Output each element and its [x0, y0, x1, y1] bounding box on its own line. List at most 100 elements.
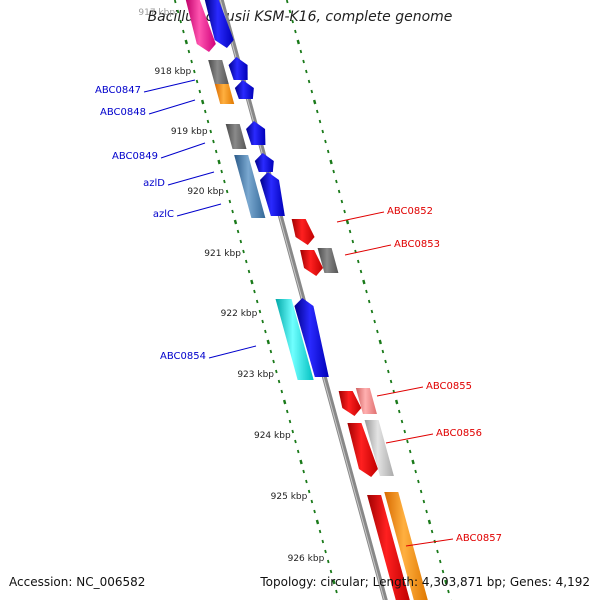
forward-scale-tick — [244, 259, 248, 264]
gene-red-reverse — [347, 423, 378, 477]
forward-scale-tick — [291, 429, 295, 434]
forward-scale-tick — [236, 229, 240, 234]
forward-scale-tick — [179, 19, 182, 24]
reverse-scale-tick — [305, 69, 308, 74]
reverse-scale-tick — [425, 509, 428, 514]
reverse-scale-tick — [310, 89, 314, 94]
forward-scale-tick — [313, 509, 316, 514]
forward-scale-tick — [332, 579, 336, 585]
reverse-scale-tick — [285, 0, 289, 4]
reverse-label-connector — [385, 433, 434, 444]
reverse-scale-tick — [408, 449, 412, 454]
forward-scale-tick — [176, 9, 180, 14]
forward-scale-tick — [264, 329, 267, 334]
forward-scale-tick — [212, 139, 215, 144]
gene-red-reverse — [367, 495, 410, 600]
reverse-scale-tick — [414, 469, 417, 474]
reverse-scale-tick — [365, 289, 368, 294]
forward-label-connector — [160, 142, 206, 159]
forward-scale-tick — [220, 169, 223, 174]
forward-scale-tick — [315, 519, 320, 525]
forward-scale-tick — [307, 489, 311, 494]
reverse-scale-tick — [335, 179, 338, 184]
scale-tick-label: 918 kbp — [155, 67, 192, 77]
reverse-scale-tick — [315, 109, 319, 114]
scale-tick-label: 923 kbp — [237, 370, 274, 380]
gene-blue-forward — [294, 298, 329, 377]
reverse-scale-tick — [370, 309, 374, 314]
reverse-scale-tick — [337, 189, 341, 194]
gene-abc0849 — [225, 124, 247, 149]
forward-scale-tick — [182, 29, 185, 34]
gene-azlc — [234, 155, 266, 218]
reverse-scale-tick — [403, 429, 407, 434]
gene-blue-forward — [228, 57, 248, 80]
scale-tick-label: 922 kbp — [221, 309, 258, 319]
gene-abc0853 — [317, 248, 339, 273]
reverse-scale-tick — [373, 319, 376, 324]
forward-scale-tick — [275, 369, 278, 374]
gene-abc0854 — [275, 299, 314, 380]
forward-scale-tick — [250, 279, 254, 285]
reverse-scale-tick — [441, 569, 445, 574]
gene-abc0856 — [364, 420, 394, 476]
reverse-scale-tick — [389, 379, 393, 384]
reverse-scale-tick — [427, 519, 432, 525]
reverse-scale-tick — [417, 479, 420, 484]
reverse-scale-tick — [299, 49, 303, 54]
reverse-scale-tick — [397, 409, 401, 414]
forward-gene-label: ABC0847 — [95, 85, 141, 96]
forward-scale-tick — [242, 249, 245, 254]
forward-scale-tick — [305, 479, 308, 484]
forward-scale-tick — [318, 529, 322, 534]
forward-scale-tick — [326, 559, 330, 564]
scale-tick-label: 921 kbp — [204, 249, 241, 259]
forward-scale-tick — [255, 299, 259, 304]
gene-blue-forward — [246, 121, 266, 145]
reverse-scale-tick — [324, 139, 327, 144]
forward-scale-tick — [288, 419, 292, 424]
scale-tick-label: 919 kbp — [171, 127, 208, 137]
reverse-gene-label: ABC0853 — [394, 239, 440, 250]
forward-scale-tick — [193, 69, 196, 74]
reverse-scale-tick — [345, 219, 350, 225]
forward-gene-label: ABC0854 — [160, 351, 206, 362]
reverse-scale-tick — [356, 259, 360, 264]
forward-scale-tick — [335, 589, 338, 594]
forward-scale-tick — [217, 159, 221, 165]
reverse-scale-tick — [359, 269, 363, 274]
forward-scale-tick — [195, 79, 199, 84]
reverse-gene-label: ABC0856 — [436, 428, 482, 439]
reverse-scale-tick — [343, 209, 346, 214]
scale-tick-label: 917 kbp — [138, 8, 175, 18]
forward-scale-tick — [310, 499, 314, 504]
reverse-scale-tick — [294, 29, 297, 34]
gene-abc0852 — [291, 219, 315, 245]
scale-tick-label: 920 kbp — [187, 187, 224, 197]
reverse-gene-label: ABC0852 — [387, 206, 433, 217]
reverse-scale-tick — [329, 159, 333, 165]
forward-scale-tick — [173, 0, 177, 4]
reverse-scale-tick — [307, 79, 311, 84]
forward-scale-tick — [258, 309, 262, 314]
forward-label-connector — [176, 203, 222, 217]
forward-scale-tick — [324, 549, 327, 554]
forward-scale-tick — [206, 119, 210, 124]
forward-scale-tick — [261, 319, 264, 324]
forward-label-connector — [143, 79, 196, 93]
gene-red-reverse — [338, 391, 362, 416]
forward-scale-tick — [187, 49, 191, 54]
forward-scale-tick — [272, 359, 275, 364]
reverse-scale-tick — [394, 399, 399, 405]
reverse-label-connector — [336, 211, 385, 223]
forward-scale-tick — [214, 149, 218, 154]
gene-blue-forward — [234, 80, 254, 99]
forward-scale-tick — [299, 459, 303, 465]
forward-gene-label: azlC — [153, 209, 174, 220]
reverse-scale-tick — [384, 359, 387, 364]
reverse-scale-tick — [387, 369, 390, 374]
gene-abc0847 — [208, 60, 229, 84]
reverse-scale-tick — [302, 59, 305, 64]
forward-scale-tick — [200, 99, 205, 105]
forward-scale-tick — [231, 209, 234, 214]
